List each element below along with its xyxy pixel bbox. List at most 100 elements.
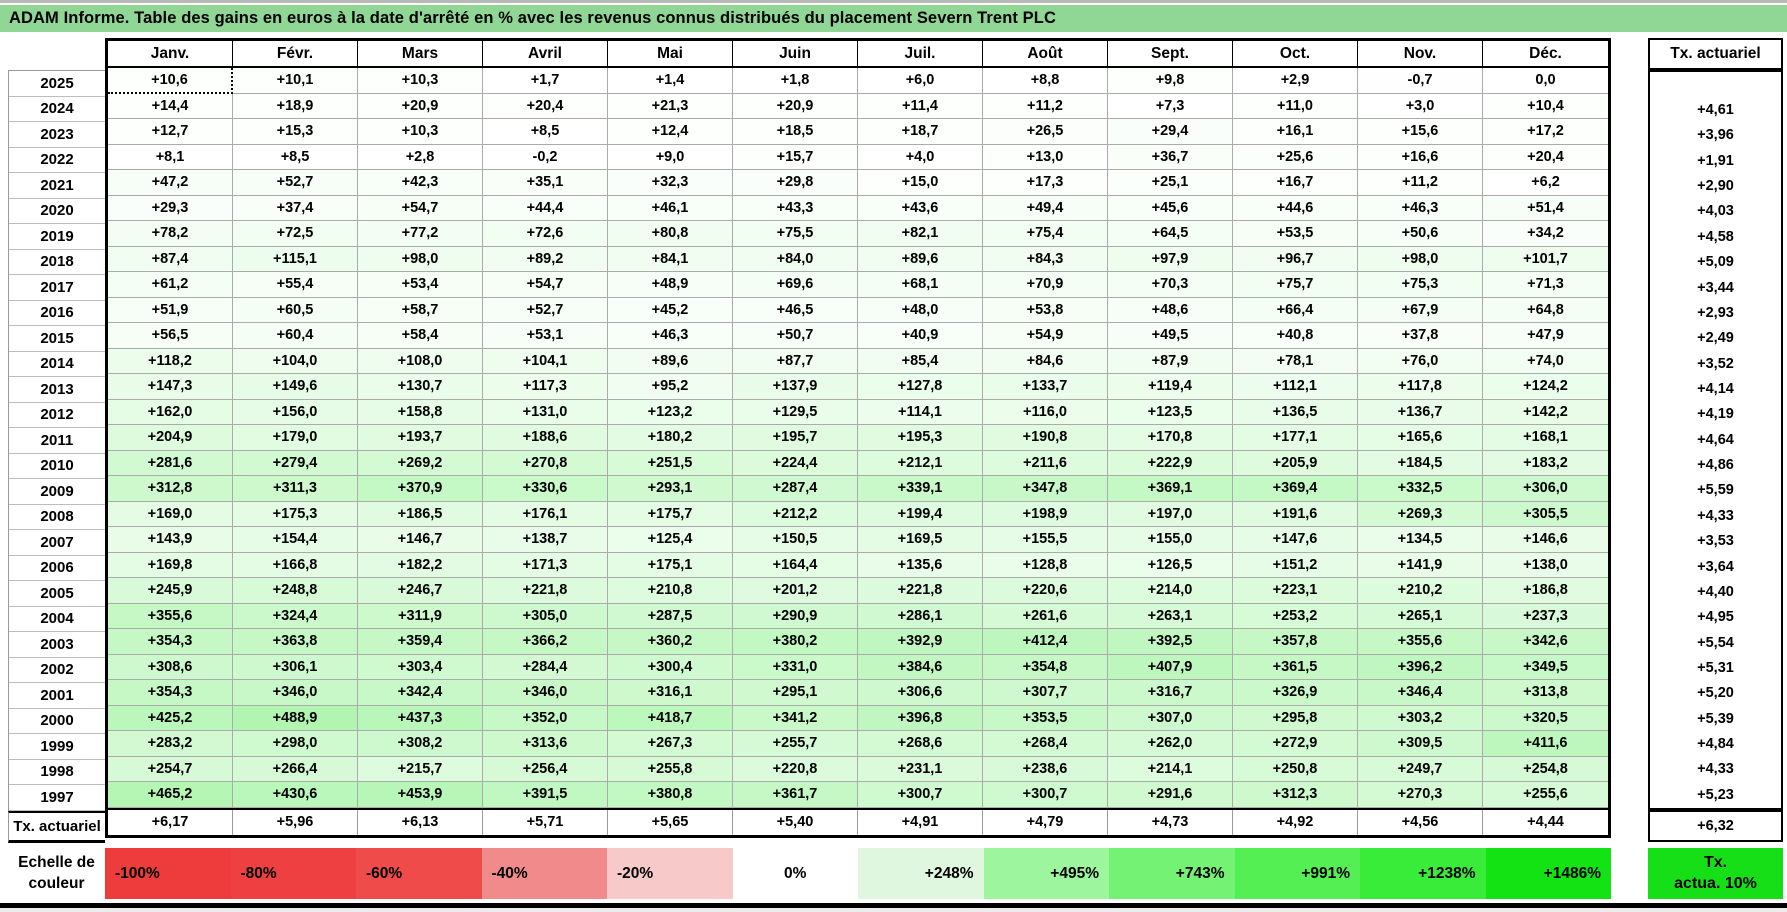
cell-2003-m9[interactable]: +392,5 <box>1108 629 1233 655</box>
cell-2005-m11[interactable]: +210,2 <box>1358 578 1483 604</box>
cell-2015-m9[interactable]: +49,5 <box>1108 323 1233 349</box>
cell-2024-m8[interactable]: +11,2 <box>983 93 1108 119</box>
cell-2025-m9[interactable]: +9,8 <box>1108 68 1233 94</box>
cell-2014-m4[interactable]: +104,1 <box>483 348 608 374</box>
cell-2002-m7[interactable]: +384,6 <box>858 654 983 680</box>
cell-2010-m6[interactable]: +224,4 <box>733 450 858 476</box>
cell-2019-m6[interactable]: +75,5 <box>733 221 858 247</box>
cell-1999-m12[interactable]: +411,6 <box>1483 731 1608 757</box>
cell-2017-m1[interactable]: +61,2 <box>108 272 233 298</box>
cell-2021-m1[interactable]: +47,2 <box>108 170 233 196</box>
cell-2009-m3[interactable]: +370,9 <box>358 476 483 502</box>
cell-1998-m3[interactable]: +215,7 <box>358 756 483 782</box>
cell-2013-m4[interactable]: +117,3 <box>483 374 608 400</box>
cell-2004-m6[interactable]: +290,9 <box>733 603 858 629</box>
cell-2012-m2[interactable]: +156,0 <box>233 399 358 425</box>
cell-2022-m12[interactable]: +20,4 <box>1483 144 1608 170</box>
cell-1998-m7[interactable]: +231,1 <box>858 756 983 782</box>
cell-2011-m11[interactable]: +165,6 <box>1358 425 1483 451</box>
cell-2012-m11[interactable]: +136,7 <box>1358 399 1483 425</box>
cell-2009-m6[interactable]: +287,4 <box>733 476 858 502</box>
cell-2007-m2[interactable]: +154,4 <box>233 527 358 553</box>
cell-2001-m4[interactable]: +346,0 <box>483 680 608 706</box>
cell-2001-m9[interactable]: +316,7 <box>1108 680 1233 706</box>
cell-2018-m9[interactable]: +97,9 <box>1108 246 1233 272</box>
cell-2013-m2[interactable]: +149,6 <box>233 374 358 400</box>
cell-2001-m12[interactable]: +313,8 <box>1483 680 1608 706</box>
cell-2003-m5[interactable]: +360,2 <box>608 629 733 655</box>
cell-2015-m8[interactable]: +54,9 <box>983 323 1108 349</box>
cell-2024-m4[interactable]: +20,4 <box>483 93 608 119</box>
cell-2020-m12[interactable]: +51,4 <box>1483 195 1608 221</box>
cell-2009-m4[interactable]: +330,6 <box>483 476 608 502</box>
cell-2023-m8[interactable]: +26,5 <box>983 119 1108 145</box>
cell-1997-m3[interactable]: +453,9 <box>358 782 483 808</box>
cell-2022-m4[interactable]: -0,2 <box>483 144 608 170</box>
cell-2020-m1[interactable]: +29,3 <box>108 195 233 221</box>
cell-2017-m9[interactable]: +70,3 <box>1108 272 1233 298</box>
cell-2010-m7[interactable]: +212,1 <box>858 450 983 476</box>
cell-2009-m9[interactable]: +369,1 <box>1108 476 1233 502</box>
cell-2015-m6[interactable]: +50,7 <box>733 323 858 349</box>
cell-2019-m7[interactable]: +82,1 <box>858 221 983 247</box>
cell-2016-m10[interactable]: +66,4 <box>1233 297 1358 323</box>
cell-2020-m7[interactable]: +43,6 <box>858 195 983 221</box>
cell-2016-m1[interactable]: +51,9 <box>108 297 233 323</box>
cell-2002-m2[interactable]: +306,1 <box>233 654 358 680</box>
cell-2007-m4[interactable]: +138,7 <box>483 527 608 553</box>
cell-2022-m10[interactable]: +25,6 <box>1233 144 1358 170</box>
cell-2006-m2[interactable]: +166,8 <box>233 552 358 578</box>
cell-2014-m1[interactable]: +118,2 <box>108 348 233 374</box>
cell-2012-m6[interactable]: +129,5 <box>733 399 858 425</box>
cell-1999-m6[interactable]: +255,7 <box>733 731 858 757</box>
cell-2008-m6[interactable]: +212,2 <box>733 501 858 527</box>
cell-2009-m10[interactable]: +369,4 <box>1233 476 1358 502</box>
cell-2019-m2[interactable]: +72,5 <box>233 221 358 247</box>
cell-2021-m11[interactable]: +11,2 <box>1358 170 1483 196</box>
cell-2023-m11[interactable]: +15,6 <box>1358 119 1483 145</box>
cell-2005-m5[interactable]: +210,8 <box>608 578 733 604</box>
cell-2018-m2[interactable]: +115,1 <box>233 246 358 272</box>
cell-1999-m10[interactable]: +272,9 <box>1233 731 1358 757</box>
cell-1997-m10[interactable]: +312,3 <box>1233 782 1358 808</box>
cell-2006-m12[interactable]: +138,0 <box>1483 552 1608 578</box>
cell-2023-m7[interactable]: +18,7 <box>858 119 983 145</box>
cell-2017-m2[interactable]: +55,4 <box>233 272 358 298</box>
cell-2024-m3[interactable]: +20,9 <box>358 93 483 119</box>
cell-2004-m12[interactable]: +237,3 <box>1483 603 1608 629</box>
cell-2011-m6[interactable]: +195,7 <box>733 425 858 451</box>
cell-2019-m5[interactable]: +80,8 <box>608 221 733 247</box>
cell-2021-m12[interactable]: +6,2 <box>1483 170 1608 196</box>
cell-2003-m4[interactable]: +366,2 <box>483 629 608 655</box>
cell-2006-m10[interactable]: +151,2 <box>1233 552 1358 578</box>
cell-1997-m6[interactable]: +361,7 <box>733 782 858 808</box>
cell-2011-m5[interactable]: +180,2 <box>608 425 733 451</box>
cell-2003-m1[interactable]: +354,3 <box>108 629 233 655</box>
cell-2023-m9[interactable]: +29,4 <box>1108 119 1233 145</box>
cell-2012-m1[interactable]: +162,0 <box>108 399 233 425</box>
cell-2012-m5[interactable]: +123,2 <box>608 399 733 425</box>
cell-2010-m9[interactable]: +222,9 <box>1108 450 1233 476</box>
cell-2015-m2[interactable]: +60,4 <box>233 323 358 349</box>
cell-2021-m2[interactable]: +52,7 <box>233 170 358 196</box>
cell-2000-m8[interactable]: +353,5 <box>983 705 1108 731</box>
cell-2013-m1[interactable]: +147,3 <box>108 374 233 400</box>
cell-1998-m6[interactable]: +220,8 <box>733 756 858 782</box>
cell-2005-m3[interactable]: +246,7 <box>358 578 483 604</box>
cell-2005-m6[interactable]: +201,2 <box>733 578 858 604</box>
cell-2018-m12[interactable]: +101,7 <box>1483 246 1608 272</box>
cell-2016-m11[interactable]: +67,9 <box>1358 297 1483 323</box>
cell-2002-m12[interactable]: +349,5 <box>1483 654 1608 680</box>
cell-2025-m10[interactable]: +2,9 <box>1233 68 1358 94</box>
cell-2021-m3[interactable]: +42,3 <box>358 170 483 196</box>
cell-2013-m3[interactable]: +130,7 <box>358 374 483 400</box>
cell-2025-m11[interactable]: -0,7 <box>1358 68 1483 94</box>
cell-2008-m9[interactable]: +197,0 <box>1108 501 1233 527</box>
cell-2008-m10[interactable]: +191,6 <box>1233 501 1358 527</box>
cell-2000-m7[interactable]: +396,8 <box>858 705 983 731</box>
cell-2015-m4[interactable]: +53,1 <box>483 323 608 349</box>
cell-2017-m5[interactable]: +48,9 <box>608 272 733 298</box>
cell-2018-m4[interactable]: +89,2 <box>483 246 608 272</box>
cell-2018-m8[interactable]: +84,3 <box>983 246 1108 272</box>
cell-2004-m1[interactable]: +355,6 <box>108 603 233 629</box>
